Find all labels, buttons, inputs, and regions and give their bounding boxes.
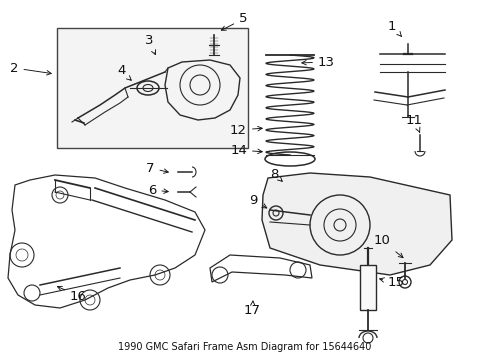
Text: 14: 14 <box>230 144 262 157</box>
Text: 7: 7 <box>146 162 168 175</box>
Text: 6: 6 <box>148 184 168 197</box>
Text: 11: 11 <box>405 113 422 132</box>
Text: 16: 16 <box>57 286 87 302</box>
Text: 5: 5 <box>221 13 247 30</box>
Polygon shape <box>262 173 451 275</box>
Text: 2: 2 <box>10 62 51 75</box>
Text: 12: 12 <box>229 123 262 136</box>
Text: 15: 15 <box>379 276 404 289</box>
Text: 4: 4 <box>117 64 131 80</box>
Text: 9: 9 <box>249 194 266 208</box>
Text: 17: 17 <box>244 301 261 318</box>
FancyBboxPatch shape <box>359 265 375 310</box>
Text: 3: 3 <box>145 35 155 55</box>
Bar <box>57 28 247 148</box>
Text: 8: 8 <box>269 167 282 181</box>
Text: 1990 GMC Safari Frame Asm Diagram for 15644640: 1990 GMC Safari Frame Asm Diagram for 15… <box>118 342 370 352</box>
Text: 10: 10 <box>373 234 402 258</box>
Text: 13: 13 <box>301 55 334 68</box>
Text: 1: 1 <box>387 19 401 36</box>
